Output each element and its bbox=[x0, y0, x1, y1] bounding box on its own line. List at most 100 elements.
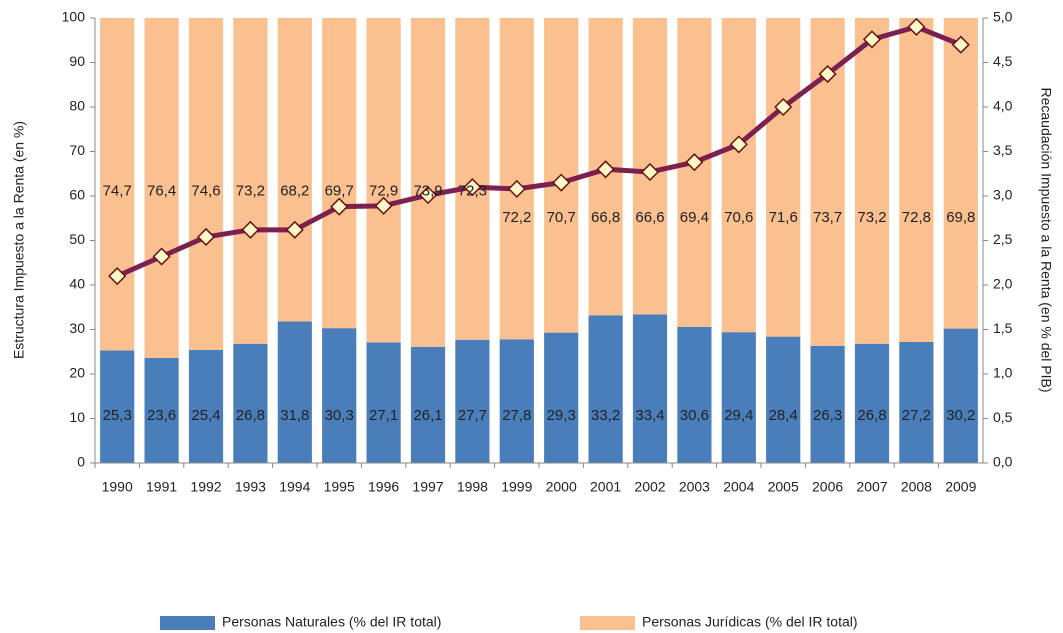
data-label: 23,6 bbox=[147, 407, 176, 424]
marker bbox=[418, 186, 438, 205]
bar bbox=[277, 18, 312, 322]
marker bbox=[330, 197, 349, 216]
y-tick-label: 20 bbox=[69, 365, 85, 381]
bar bbox=[144, 357, 179, 463]
x-tick-label: 2009 bbox=[945, 479, 976, 495]
y-tick-label: 0 bbox=[77, 454, 85, 470]
data-label: 70,6 bbox=[724, 209, 753, 226]
y-tick-label: 50 bbox=[69, 231, 85, 247]
y2-tick-label: 1,5 bbox=[993, 320, 1013, 336]
x-tick-label: 1991 bbox=[146, 479, 177, 495]
y2-tick-label: 5,0 bbox=[993, 9, 1013, 25]
x-tick-label: 2008 bbox=[901, 479, 932, 495]
y-axis-title: Estructura Impuesto a la Renta (en %) bbox=[11, 121, 27, 359]
x-tick-label: 1992 bbox=[190, 479, 221, 495]
data-label: 29,3 bbox=[547, 407, 576, 424]
bar bbox=[410, 18, 446, 347]
data-label: 69,8 bbox=[946, 209, 975, 226]
x-tick-label: 2003 bbox=[679, 479, 710, 495]
y-tick-label: 100 bbox=[62, 9, 86, 25]
data-label: 71,6 bbox=[769, 209, 798, 226]
y2-tick-label: 2,0 bbox=[993, 276, 1013, 292]
bar bbox=[410, 346, 446, 463]
bar bbox=[499, 18, 534, 340]
bar bbox=[677, 18, 712, 327]
bar bbox=[188, 18, 224, 350]
data-label: 26,8 bbox=[236, 407, 265, 424]
marker bbox=[818, 65, 837, 84]
x-tick-label: 1999 bbox=[501, 479, 532, 495]
bar bbox=[943, 328, 978, 463]
data-label: 73,9 bbox=[413, 183, 442, 200]
marker bbox=[241, 220, 260, 239]
y2-tick-label: 1,0 bbox=[993, 365, 1013, 381]
x-tick-label: 2006 bbox=[812, 479, 843, 495]
y-tick-label: 10 bbox=[69, 409, 85, 425]
bar bbox=[677, 326, 712, 463]
bar bbox=[588, 315, 623, 463]
data-label: 74,6 bbox=[191, 183, 220, 200]
data-label: 73,2 bbox=[857, 209, 886, 226]
bar bbox=[499, 339, 534, 463]
data-label: 26,8 bbox=[857, 407, 886, 424]
bar bbox=[810, 345, 845, 463]
y2-tick-label: 0,5 bbox=[993, 409, 1013, 425]
bar bbox=[854, 343, 890, 463]
data-label: 26,1 bbox=[413, 407, 442, 424]
marker bbox=[685, 153, 704, 172]
bar bbox=[188, 349, 224, 463]
x-tick-label: 1996 bbox=[368, 479, 399, 495]
bar bbox=[854, 18, 890, 344]
bar bbox=[233, 343, 268, 463]
y-tick-label: 30 bbox=[69, 320, 85, 336]
y2-tick-label: 4,5 bbox=[993, 53, 1013, 69]
bar bbox=[721, 332, 756, 463]
y2-axis-title: Recaudación Impuesto a la Renta (en % de… bbox=[1038, 87, 1054, 392]
bar bbox=[322, 18, 357, 329]
marker bbox=[285, 220, 304, 239]
bar bbox=[943, 18, 978, 329]
x-tick-label: 1997 bbox=[412, 479, 443, 495]
data-label: 27,8 bbox=[502, 407, 531, 424]
data-label: 27,2 bbox=[902, 407, 931, 424]
x-tick-label: 2005 bbox=[768, 479, 799, 495]
bar bbox=[233, 18, 268, 344]
data-label: 33,2 bbox=[591, 407, 620, 424]
y2-tick-label: 3,0 bbox=[993, 187, 1013, 203]
data-label: 27,1 bbox=[369, 407, 398, 424]
data-label: 70,7 bbox=[547, 209, 576, 226]
data-label: 29,4 bbox=[724, 407, 753, 424]
data-label: 69,4 bbox=[680, 209, 709, 226]
marker bbox=[729, 135, 748, 154]
data-label: 68,2 bbox=[280, 183, 309, 200]
data-label: 76,4 bbox=[147, 183, 176, 200]
x-tick-label: 1990 bbox=[102, 479, 133, 495]
x-tick-label: 2002 bbox=[634, 479, 665, 495]
data-label: 25,3 bbox=[103, 407, 132, 424]
data-label: 26,3 bbox=[813, 407, 842, 424]
bar bbox=[100, 350, 135, 463]
data-label: 33,4 bbox=[635, 407, 664, 424]
data-label: 30,2 bbox=[946, 407, 975, 424]
legend-swatch bbox=[160, 616, 215, 630]
data-label: 72,9 bbox=[369, 183, 398, 200]
bar bbox=[100, 18, 135, 351]
bar bbox=[366, 342, 401, 463]
x-tick-label: 1993 bbox=[235, 479, 266, 495]
data-label: 30,6 bbox=[680, 407, 709, 424]
bar bbox=[366, 18, 401, 343]
data-label: 66,6 bbox=[635, 209, 664, 226]
data-label: 30,3 bbox=[325, 407, 354, 424]
data-label: 73,7 bbox=[813, 209, 842, 226]
x-tick-label: 1994 bbox=[279, 479, 310, 495]
marker bbox=[951, 35, 970, 54]
marker bbox=[108, 267, 127, 286]
data-label: 72,8 bbox=[902, 209, 931, 226]
marker bbox=[774, 97, 793, 117]
marker bbox=[640, 162, 660, 182]
y-tick-label: 90 bbox=[69, 53, 85, 69]
y-tick-label: 80 bbox=[69, 98, 85, 114]
data-label: 74,7 bbox=[103, 183, 132, 200]
y2-tick-label: 4,0 bbox=[993, 98, 1013, 114]
bar bbox=[721, 18, 756, 333]
